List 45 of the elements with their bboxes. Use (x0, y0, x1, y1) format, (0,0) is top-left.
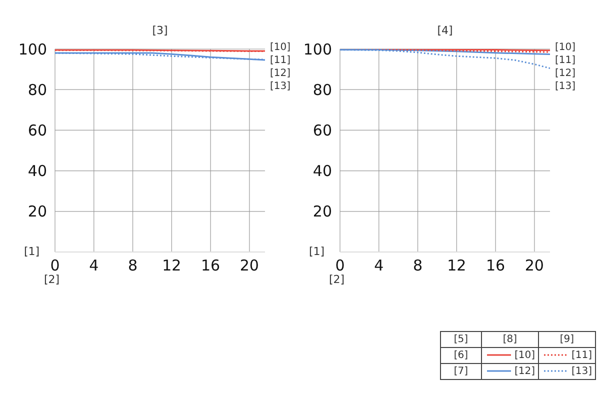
text: [13] (555, 81, 576, 92)
text: [13] (270, 80, 291, 93)
x-tick-label: 4 (89, 256, 99, 275)
series-label: [11] (270, 54, 291, 67)
x-tick-label: 16 (201, 256, 220, 275)
y-tick-label: 100 (303, 40, 332, 58)
text: [8] (482, 332, 538, 348)
y-axis-title: [1] (24, 245, 40, 258)
y-tick-label: 20 (312, 202, 332, 221)
x-tick-label: 12 (162, 256, 182, 275)
series-label: [10] (270, 41, 291, 54)
y-axis-title: [1] (309, 245, 325, 258)
y-tick-label: 20 (28, 202, 47, 221)
legend-title: [5] (440, 332, 482, 348)
text: [11] (555, 55, 576, 66)
y-tick-label: 60 (28, 122, 47, 140)
x-axis-title: [2] (329, 273, 345, 286)
legend-label: [10] (482, 348, 538, 364)
chart-title: [4] (436, 24, 454, 37)
y-tick-label: 80 (28, 80, 47, 99)
legend-label: [11] (538, 348, 596, 364)
text: [7] (440, 364, 482, 380)
x-tick-label: 8 (128, 256, 138, 275)
chart-title: [3] (151, 24, 169, 37)
x-tick-label: 20 (524, 256, 544, 275)
text: [12] (555, 68, 576, 79)
legend-label: [13] (538, 364, 596, 380)
y-tick-label: 80 (312, 80, 332, 99)
x-tick-label: 0 (50, 256, 60, 275)
x-tick-label: 12 (447, 256, 466, 275)
x-tick-label: 0 (335, 256, 345, 275)
x-tick-label: 8 (413, 256, 423, 275)
x-tick-label: 4 (374, 256, 384, 275)
y-tick-label: 60 (312, 122, 332, 140)
text: [6] (440, 348, 482, 364)
text: [9] (538, 332, 596, 348)
x-axis-title: [2] (44, 273, 60, 286)
text: [10] (555, 42, 576, 53)
x-tick-label: 20 (240, 256, 259, 275)
series-label: [12] (270, 67, 291, 80)
y-tick-label: 100 (18, 40, 47, 58)
x-tick-label: 16 (486, 256, 506, 275)
legend-label: [12] (482, 364, 538, 380)
y-tick-label: 40 (28, 162, 47, 180)
y-tick-label: 40 (312, 162, 332, 180)
